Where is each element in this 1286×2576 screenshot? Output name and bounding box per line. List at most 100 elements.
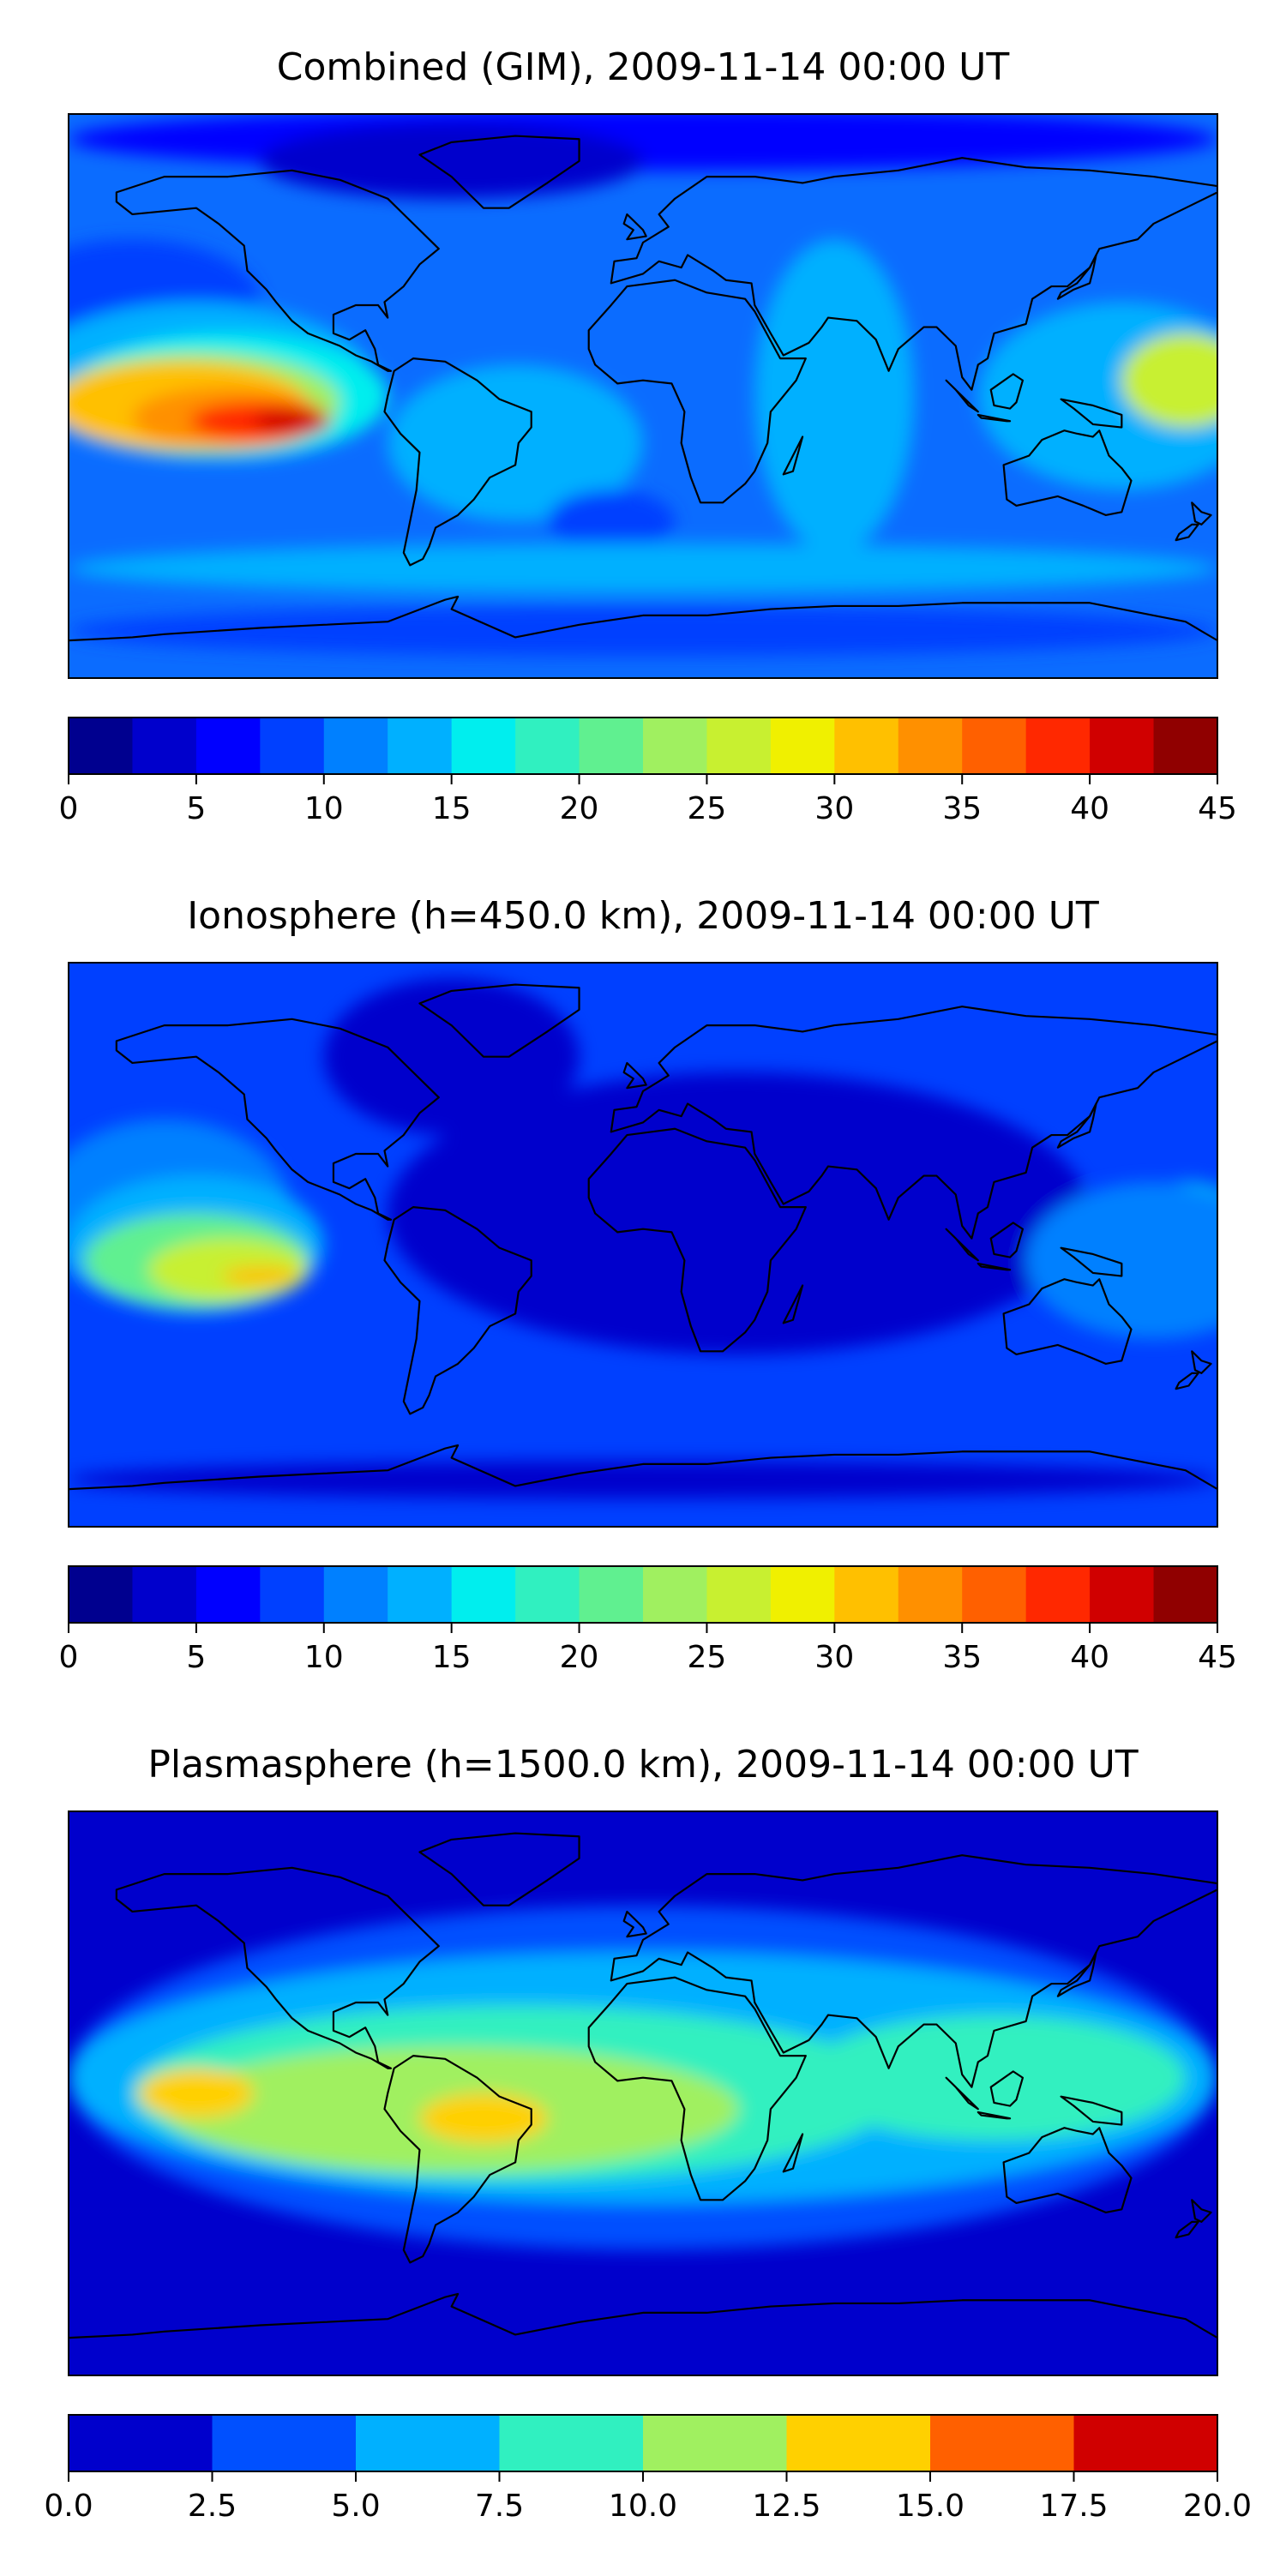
colorbar-segment [515, 1566, 580, 1623]
colorbar-segment [1090, 718, 1155, 774]
colorbar-segment [69, 2415, 213, 2471]
field-contour-9 [1025, 1181, 1217, 1339]
colorbar-frame [68, 717, 1218, 775]
colorbar-segment [1153, 718, 1218, 774]
colorbar-segment [388, 718, 453, 774]
colorbar-tick-label: 10 [304, 1640, 344, 1675]
colorbar-tick-label: 0.0 [44, 2489, 93, 2524]
panel-title: Combined (GIM), 2009-11-14 00:00 UT [277, 45, 1010, 89]
colorbar-tick-label: 0 [59, 1640, 79, 1675]
colorbar-segment [643, 2415, 787, 2471]
colorbar-tick-label: 20 [560, 1640, 599, 1675]
colorbar-tick-label: 25 [688, 791, 727, 826]
colorbar-segment [706, 718, 772, 774]
field-contour-2 [69, 1461, 1217, 1499]
colorbar-segment [706, 1566, 772, 1623]
colorbar-segment [1073, 2415, 1218, 2471]
colorbar-segment [515, 718, 580, 774]
map-panel-ionosphere: Ionosphere (h=450.0 km), 2009-11-14 00:0… [59, 894, 1237, 1675]
colorbar-tick-label: 2.5 [188, 2489, 237, 2524]
colorbar-tick-label: 30 [814, 1640, 854, 1675]
colorbar-segment [770, 1566, 835, 1623]
field-contour-6 [419, 2093, 548, 2144]
colorbar-segment [132, 718, 197, 774]
colorbar-segment [132, 1566, 197, 1623]
colorbar-segment [643, 1566, 707, 1623]
colorbar-segment [356, 2415, 500, 2471]
field-contour-5 [138, 2068, 254, 2119]
colorbar-tick-label: 10.0 [609, 2489, 677, 2524]
colorbar: 0 5 10 15 20 25 30 35 40 45 [59, 1565, 1237, 1675]
colorbar-segment [834, 718, 899, 774]
colorbar-tick-label: 15.0 [896, 2489, 964, 2524]
colorbar-segment [579, 1566, 644, 1623]
field-contours [69, 978, 1217, 1499]
colorbar-tick-label: 40 [1070, 791, 1109, 826]
colorbar-segment [260, 718, 325, 774]
field-contour-1 [260, 123, 643, 199]
colorbar-segment [212, 2415, 357, 2471]
colorbar-segment [962, 718, 1027, 774]
field-contour-13 [754, 239, 915, 553]
colorbar-tick-label: 5 [186, 791, 206, 826]
map-frame [68, 1810, 1218, 2376]
colorbar-segment [195, 718, 261, 774]
colorbar-segment [930, 2415, 1074, 2471]
panel-title: Ionosphere (h=450.0 km), 2009-11-14 00:0… [187, 894, 1099, 938]
colorbar-tick-label: 5 [186, 1640, 206, 1675]
field-contour-14 [547, 489, 676, 553]
colorbar-segment [195, 1566, 261, 1623]
colorbar-segment [451, 718, 516, 774]
field-contour-10 [388, 364, 643, 522]
colorbar-frame [68, 1565, 1218, 1624]
colorbar-segment [770, 718, 835, 774]
colorbar-tick-label: 15 [432, 1640, 472, 1675]
colorbar-segment [323, 1566, 388, 1623]
colorbar-segment [323, 718, 388, 774]
colorbar-segment [260, 1566, 325, 1623]
colorbar-segment [579, 718, 644, 774]
colorbar-tick-label: 12.5 [752, 2489, 820, 2524]
colorbar-segment [1153, 1566, 1218, 1623]
colorbar: 0 5 10 15 20 25 30 35 40 45 [59, 717, 1237, 826]
field-contours [69, 114, 1217, 657]
field-contour-11 [977, 302, 1217, 490]
colorbar-tick-label: 10 [304, 791, 344, 826]
field-contour-16 [69, 605, 1217, 657]
colorbar-segment [499, 2415, 644, 2471]
colorbar-segment [786, 2415, 931, 2471]
colorbar-tick-label: 45 [1198, 1640, 1237, 1675]
colorbar-tick-label: 40 [1070, 1640, 1109, 1675]
colorbar-segment [1025, 718, 1091, 774]
field-contour-0 [388, 1072, 1091, 1354]
field-contour-9 [253, 408, 331, 434]
colorbar-segment [388, 1566, 453, 1623]
map-frame [68, 962, 1218, 1528]
panel-title: Plasmasphere (h=1500.0 km), 2009-11-14 0… [147, 1743, 1138, 1786]
colorbar-segment [962, 1566, 1027, 1623]
field-contour-7 [221, 1266, 299, 1286]
colorbar-segment [643, 718, 707, 774]
colorbar-segment [451, 1566, 516, 1623]
colorbar-segment [898, 718, 963, 774]
colorbar-segment [898, 1566, 963, 1623]
colorbar-tick-label: 20.0 [1183, 2489, 1252, 2524]
colorbar-segment [69, 1566, 133, 1623]
colorbar-tick-label: 0 [59, 791, 79, 826]
colorbar-segment [834, 1566, 899, 1623]
map-panel-plasmasphere: Plasmasphere (h=1500.0 km), 2009-11-14 0… [44, 1743, 1252, 2524]
map-panel-combined: Combined (GIM), 2009-11-14 00:00 UT 0 5 10 1… [59, 45, 1237, 826]
colorbar-tick-label: 30 [814, 791, 854, 826]
colorbar-tick-label: 25 [688, 1640, 727, 1675]
map-field [69, 114, 1217, 678]
field-contour-12 [1121, 333, 1217, 428]
colorbar-tick-label: 5.0 [331, 2489, 380, 2524]
colorbar-tick-label: 35 [942, 1640, 982, 1675]
colorbar-segment [69, 718, 133, 774]
field-contour-15 [69, 543, 1217, 594]
colorbar-tick-label: 45 [1198, 791, 1237, 826]
colorbar-tick-label: 20 [560, 791, 599, 826]
colorbar-segment [1025, 1566, 1091, 1623]
map-frame [68, 113, 1218, 679]
